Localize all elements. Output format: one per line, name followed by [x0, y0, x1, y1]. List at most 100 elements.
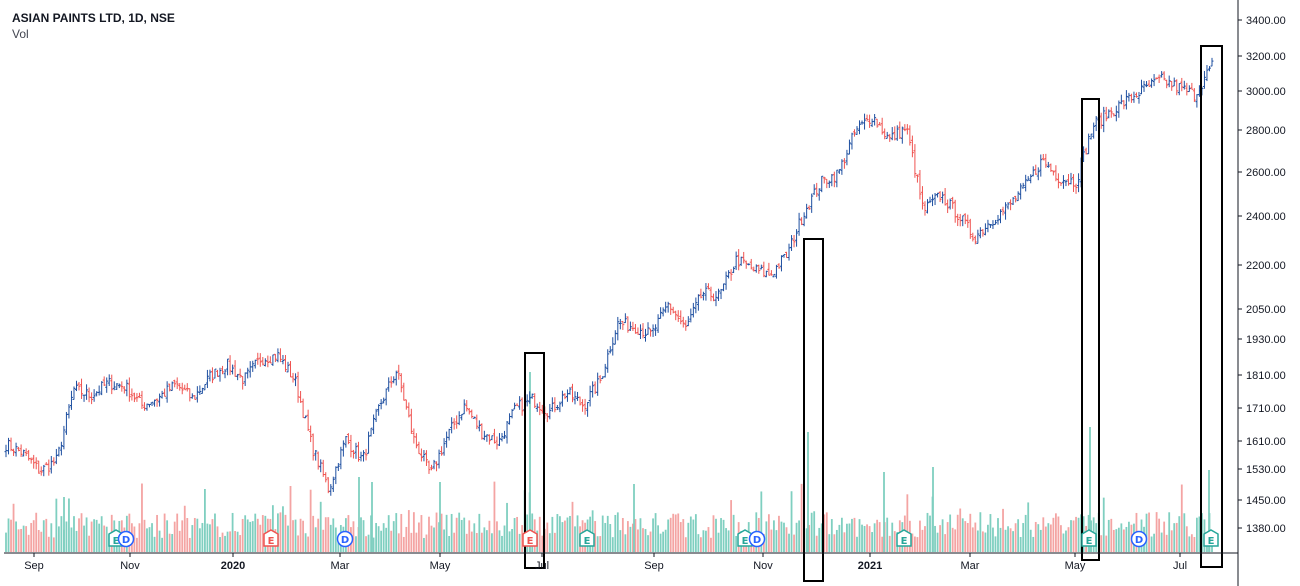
highlight-box[interactable] [1081, 98, 1100, 561]
volume-bar [251, 521, 254, 552]
volume-bar [475, 532, 478, 552]
volume-bar [221, 532, 224, 552]
volume-bar [946, 522, 949, 552]
volume-bar [289, 486, 292, 552]
ohlc-bar [1104, 106, 1108, 122]
ohlc-bar [193, 395, 197, 400]
ohlc-bar [1167, 75, 1171, 88]
ohlc-bar [183, 384, 187, 391]
volume-bar [647, 535, 649, 552]
price-tick-label: 1450.00 [1246, 495, 1286, 507]
symbol-title[interactable]: ASIAN PAINTS LTD, 1D, NSE [12, 11, 175, 25]
ohlc-bar [130, 388, 134, 401]
ohlc-bar [1054, 165, 1058, 182]
volume-bar [969, 513, 972, 552]
ohlc-bar [1109, 107, 1113, 118]
dividend-icon[interactable]: D [1130, 530, 1148, 548]
volume-bar [380, 530, 383, 552]
earnings-icon[interactable]: E [579, 529, 595, 547]
ohlc-bar [19, 444, 23, 457]
volume-bar [445, 514, 448, 552]
highlight-box[interactable] [803, 238, 824, 582]
earnings-icon[interactable]: E [522, 529, 538, 547]
dividend-icon[interactable]: D [336, 530, 354, 548]
volume-bar [261, 515, 264, 552]
volume-bar [17, 529, 20, 552]
dividend-icon[interactable]: D [117, 530, 135, 548]
volume-bar [790, 491, 793, 552]
volume-bar [697, 534, 700, 552]
highlight-box[interactable] [1200, 45, 1223, 568]
volume-bar [921, 529, 924, 552]
volume-bar [669, 517, 672, 552]
volume-bar [511, 529, 513, 552]
ohlc-bar [1051, 170, 1055, 176]
ohlc-bar [971, 232, 975, 242]
ohlc-bar [918, 169, 922, 200]
earnings-icon[interactable]: E [263, 529, 279, 547]
ohlc-bar [460, 414, 464, 421]
earnings-icon[interactable]: E [1081, 529, 1097, 547]
highlight-box[interactable] [524, 352, 545, 569]
price-axis[interactable]: 3400.00 3200.00 3000.00 2800.00 2600.00 2400.… [1238, 15, 1286, 535]
svg-text:D: D [122, 535, 130, 546]
volume-bar [387, 515, 390, 552]
volume-label[interactable]: Vol [12, 27, 29, 41]
volume-bar [1170, 530, 1173, 552]
ohlc-bar [440, 446, 444, 456]
volume-bar [88, 535, 90, 552]
volume-bar [961, 518, 964, 552]
ohlc-bar [110, 374, 114, 395]
price-tick-label: 3400.00 [1246, 15, 1286, 27]
volume-bar [27, 534, 30, 552]
ohlc-bar [389, 376, 393, 388]
volume-bar [271, 505, 274, 552]
earnings-icon[interactable]: E [1203, 529, 1219, 547]
ohlc-bar [1175, 79, 1179, 96]
ohlc-bar [223, 369, 227, 379]
ohlc-bar [407, 402, 411, 418]
ohlc-bar [324, 472, 328, 483]
volume-bar [219, 537, 221, 552]
volume-bar [327, 517, 330, 552]
time-axis[interactable]: Sep Nov 2020 Mar May Jul Sep Nov 2021 Mar May Jul [24, 553, 1187, 572]
volume-bar [1077, 517, 1080, 552]
ohlc-bar [112, 381, 116, 391]
volume-bar [163, 513, 166, 552]
volume-bar [730, 500, 733, 552]
ohlc-bar [331, 476, 335, 492]
volume-bar [324, 517, 327, 552]
ohlc-bar [724, 271, 728, 290]
volume-bar [548, 533, 551, 552]
ohlc-bar [62, 425, 66, 450]
ohlc-bar [875, 118, 879, 128]
volume-bar [214, 513, 216, 552]
volume-bar [332, 518, 335, 552]
ohlc-bar [1187, 85, 1191, 93]
volume-bar [518, 533, 521, 552]
volume-bar [57, 526, 60, 552]
volume-bar [1047, 523, 1050, 552]
ohlc-bar [467, 407, 471, 415]
volume-bar [939, 525, 941, 552]
svg-text:E: E [1086, 536, 1093, 547]
volume-bar [143, 519, 146, 552]
ohlc-bar [397, 364, 401, 380]
ohlc-bar [77, 381, 81, 391]
volume-bar [1122, 529, 1125, 552]
volume-bar [224, 535, 226, 552]
ohlc-bar [399, 373, 403, 393]
volume-bar [707, 527, 710, 552]
ohlc-bar [213, 368, 217, 379]
dividend-icon[interactable]: D [748, 530, 766, 548]
ohlc-bar [797, 212, 801, 236]
time-tick-label: May [430, 560, 451, 572]
ohlc-bar [1069, 172, 1073, 185]
volume-bar [360, 517, 362, 552]
ohlc-bar [52, 457, 56, 466]
volume-bar [173, 521, 176, 552]
ohlc-bar [1041, 153, 1045, 161]
earnings-icon[interactable]: E [896, 529, 912, 547]
